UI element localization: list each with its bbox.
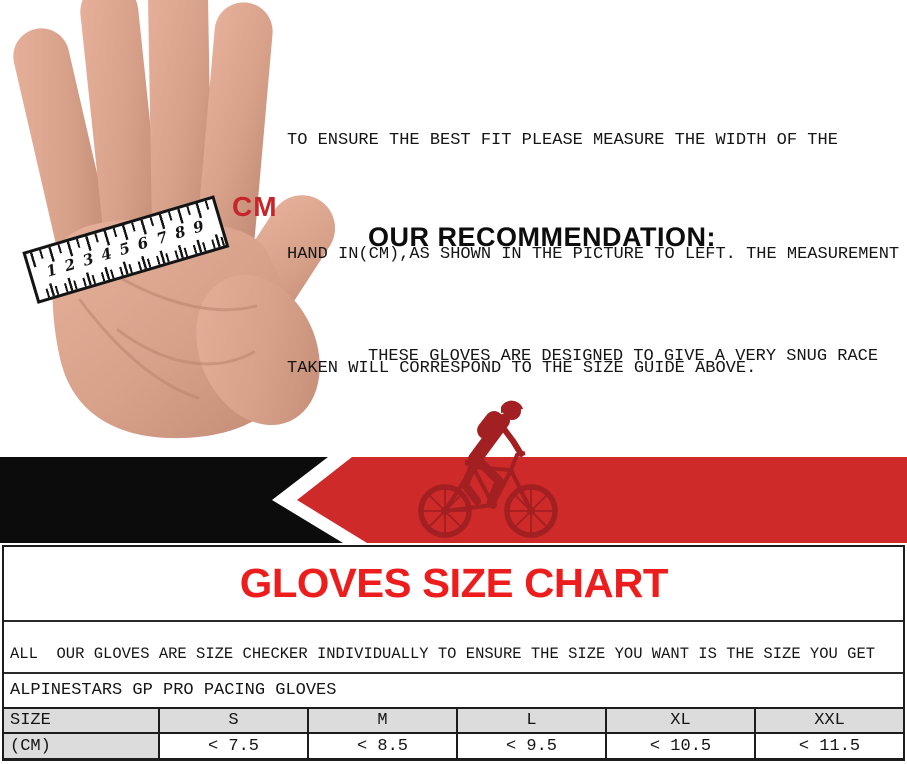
size-note: ALL OUR GLOVES ARE SIZE CHECKER INDIVIDU… — [4, 622, 903, 674]
instruction-line: TAKEN WILL CORRESPOND TO THE SIZE GUIDE … — [287, 359, 757, 378]
ruler-number: 4 — [98, 244, 114, 265]
ruler-number: 2 — [62, 255, 78, 276]
fit-instructions: TO ENSURE THE BEST FIT PLEASE MEASURE TH… — [287, 46, 899, 426]
size-table-header-s: S — [158, 709, 307, 734]
ruler-number: 9 — [190, 216, 207, 238]
size-chart-title-row: GLOVES SIZE CHART — [4, 547, 903, 622]
size-table-row-label: (CM) — [4, 734, 158, 758]
ruler-number: 5 — [117, 238, 133, 260]
cm-unit-label: CM — [232, 191, 278, 222]
recommendation-title: OUR RECOMMENDATION: — [368, 222, 716, 252]
hand-photo — [0, 0, 345, 462]
size-table-header-l: L — [456, 709, 605, 734]
ruler-number: 7 — [154, 227, 170, 248]
size-value-xxl: < 11.5 — [754, 734, 903, 758]
brand-banner — [0, 457, 907, 543]
size-value-l: < 9.5 — [456, 734, 605, 758]
banner-red-segment — [297, 457, 907, 543]
size-table-header-xxl: XXL — [754, 709, 903, 734]
instruction-line: TO ENSURE THE BEST FIT PLEASE MEASURE TH… — [287, 131, 838, 150]
instruction-line: HAND IN(CM),AS SHOWN IN THE PICTURE TO L… — [287, 245, 900, 264]
ruler-number: 6 — [135, 233, 151, 254]
size-value-xl: < 10.5 — [605, 734, 754, 758]
size-table-header-size: SIZE — [4, 709, 158, 734]
ruler-number: 1 — [44, 260, 60, 281]
banner-black-segment — [0, 457, 343, 543]
size-chart-panel: GLOVES SIZE CHART ALL OUR GLOVES ARE SIZ… — [2, 545, 905, 761]
ruler-number: 8 — [172, 222, 188, 243]
size-value-m: < 8.5 — [307, 734, 456, 758]
size-table-header-xl: XL — [605, 709, 754, 734]
cyclist-icon — [415, 397, 567, 543]
recommendation-line: THESE GLOVES ARE DESIGNED TO GIVE A VERY… — [368, 347, 879, 366]
size-table-header-m: M — [307, 709, 456, 734]
hand-illustration — [13, 0, 336, 439]
size-value-s: < 7.5 — [158, 734, 307, 758]
size-table: SIZE S M L XL XXL (CM) < 7.5 < 8.5 < 9.5… — [4, 707, 903, 758]
product-name: ALPINESTARS GP PRO PACING GLOVES — [10, 681, 337, 700]
ruler-number: 3 — [80, 249, 96, 270]
size-chart-title: GLOVES SIZE CHART — [239, 560, 668, 606]
